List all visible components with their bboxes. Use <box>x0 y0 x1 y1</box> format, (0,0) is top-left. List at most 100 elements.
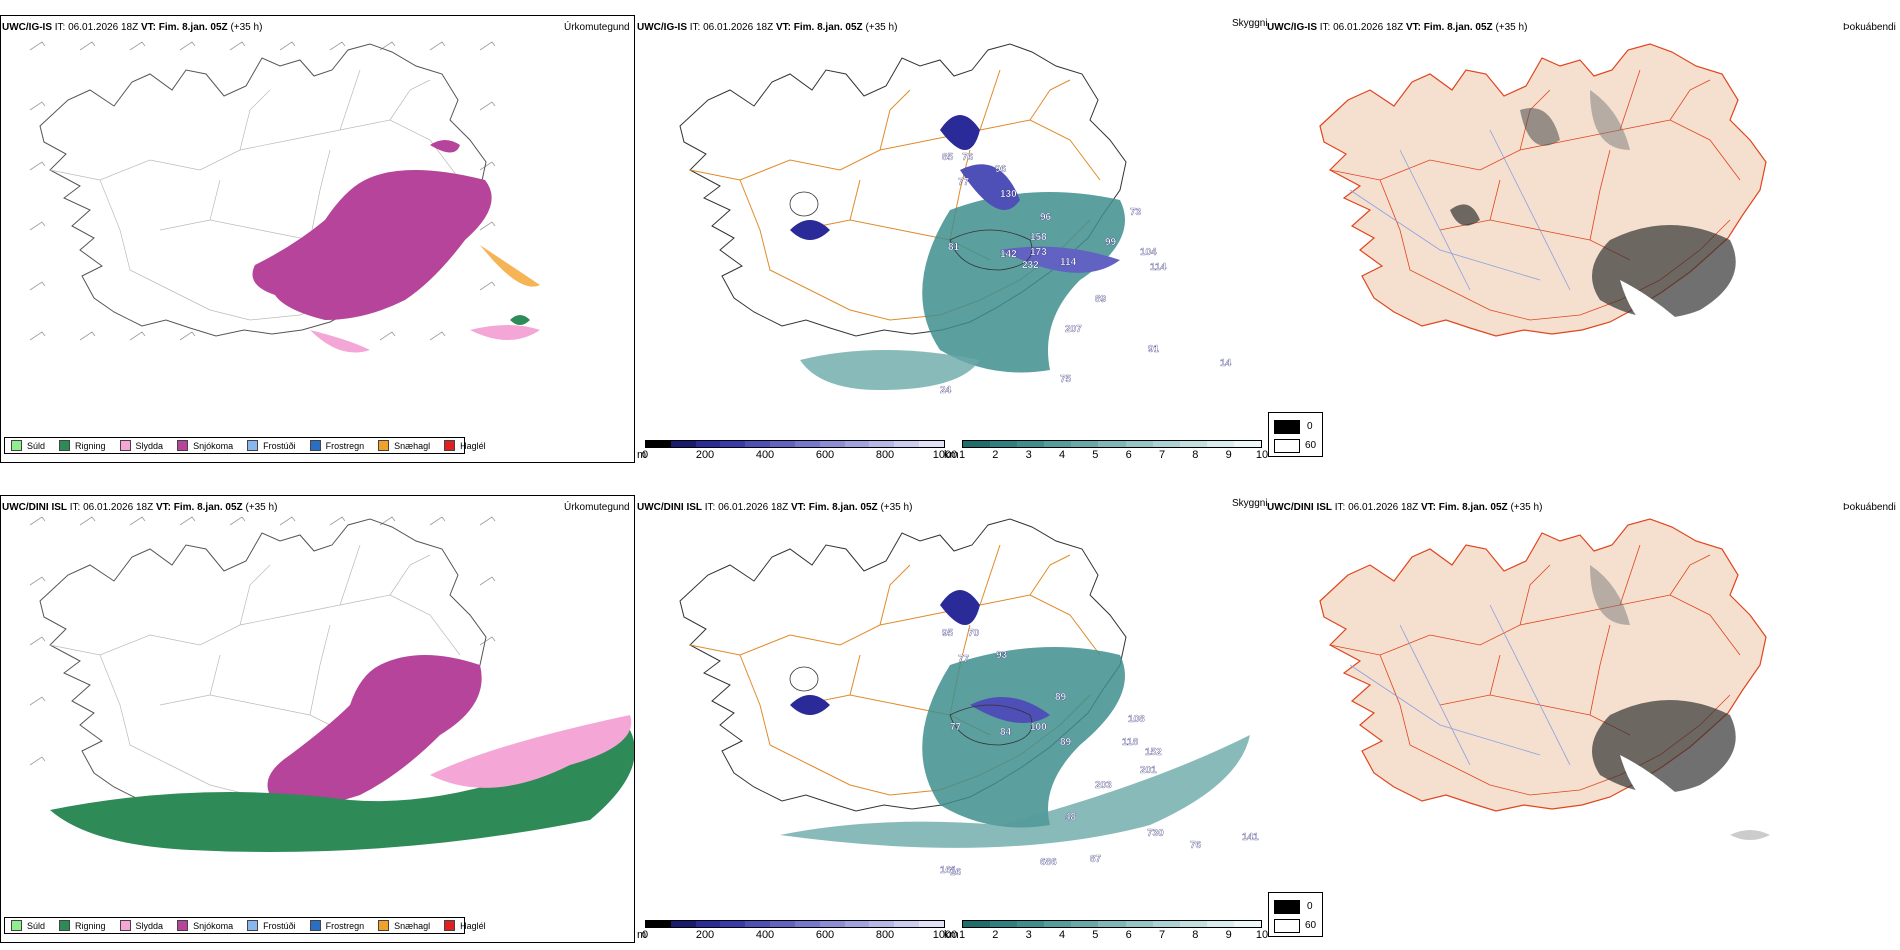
colorbar-step <box>919 441 944 447</box>
colorbar-step <box>1098 441 1126 447</box>
colorbar-step <box>1071 921 1099 927</box>
colorbar-step <box>646 921 671 927</box>
cloud-base-label: 203 <box>1095 780 1112 791</box>
fog-title: Þokuábendi <box>1843 22 1896 33</box>
cloud-base-label: 87 <box>1090 854 1102 865</box>
cloud-base-label: 161 <box>940 865 957 876</box>
colorbar-step <box>1179 921 1207 927</box>
colorbar-step <box>1233 441 1262 447</box>
cloud-base-labels-bottom: 95 70 77 93 89 77 84 100 89 108 118 152 201 203 48 730 7… <box>940 628 1259 878</box>
colorbar-step <box>670 921 696 927</box>
cloud-base-label: 16 <box>950 867 962 878</box>
colorbar-step <box>894 921 920 927</box>
snow-area <box>252 170 492 320</box>
legend-item: Frostregn <box>309 440 364 451</box>
header-vis-top: UWC/IG-IS IT: 06.01.2026 18Z VT: Fim. 8.… <box>637 22 898 33</box>
cloud-ticks: 0 200 400 600 800 1000 <box>641 449 957 463</box>
cloud-base-label: 201 <box>1140 765 1157 776</box>
vis-ticks: 1 2 3 4 5 6 7 8 9 10 <box>958 449 1268 463</box>
colorbar-tick: 0 <box>641 449 649 461</box>
colorbar-tick: 3 <box>1025 929 1032 941</box>
colorbar-step <box>794 921 820 927</box>
colorbar-step <box>646 441 671 447</box>
legend-item: Snæhagl <box>378 920 430 931</box>
cloud-base-label: 207 <box>1065 324 1082 335</box>
colorbar-tick: 7 <box>1158 449 1166 461</box>
colorbar-tick: 5 <box>1092 929 1099 941</box>
cloud-base-label: 93 <box>996 650 1008 661</box>
visibility-colorbar-2 <box>962 920 1262 928</box>
legend-item: Súld <box>11 920 45 931</box>
cloud-base-label: 89 <box>1055 692 1067 703</box>
colorbar-tick: 1 <box>958 449 966 461</box>
vis-unit: km <box>944 449 959 461</box>
colorbar-tick: 200 <box>695 929 715 941</box>
colorbar-step <box>794 441 820 447</box>
legend-item: Frostúði <box>247 920 296 931</box>
vis-unit-2: km <box>944 929 959 941</box>
cloud-base-label: 70 <box>968 628 980 639</box>
cloud-base-label: 76 <box>1190 840 1202 851</box>
colorbar-step <box>1152 441 1180 447</box>
legend-item: Slydda <box>119 440 163 451</box>
colorbar-tick: 800 <box>875 929 895 941</box>
colorbar-tick: 4 <box>1058 929 1066 941</box>
cloud-base-label: 77 <box>958 654 970 665</box>
legend-item: Snjókoma <box>177 920 233 931</box>
cloud-base-label: 85 <box>942 152 954 163</box>
colorbar-step <box>1206 921 1234 927</box>
cloud-base-label: 81 <box>948 242 960 253</box>
cloud-unit-2: m <box>637 929 647 941</box>
cloud-base-label: 77 <box>950 722 962 733</box>
colorbar-step <box>1233 921 1262 927</box>
wind-barbs-2 <box>29 516 496 766</box>
cloud-unit: m <box>637 449 647 461</box>
colorbar-tick: 9 <box>1225 929 1232 941</box>
colorbar-step <box>1044 441 1072 447</box>
legend-item: Frostúði <box>247 440 296 451</box>
colorbar-step <box>720 441 746 447</box>
colorbar-step <box>1017 921 1045 927</box>
colorbar-tick: 1000 <box>932 449 958 461</box>
legend-item: Frostregn <box>309 920 364 931</box>
vis-ticks-2: 1 2 3 4 5 6 7 8 9 10 <box>958 929 1268 943</box>
colorbar-step <box>1206 441 1234 447</box>
cloud-base-label: 173 <box>1030 247 1047 258</box>
colorbar-step <box>819 921 845 927</box>
cloud-base-label: 104 <box>1140 247 1157 258</box>
legend-item: Súld <box>11 440 45 451</box>
legend-item: Rigning <box>59 440 106 451</box>
cloud-base-labels-top: 85 76 96 77 130 81 142 158 173 232 114 96 99 73 104 114… <box>940 152 1232 396</box>
precip-legend-top: Súld Rigning Slydda Snjókoma Frostúði Fr… <box>4 437 486 454</box>
colorbar-step <box>869 921 895 927</box>
header-precip-bottom: UWC/DINI ISL IT: 06.01.2026 18Z VT: Fim.… <box>2 502 278 513</box>
colorbar-tick: 2 <box>992 449 999 461</box>
colorbar-tick: 1 <box>958 929 966 941</box>
colorbar-tick: 400 <box>755 929 775 941</box>
colorbar-step <box>695 441 721 447</box>
precip-title-2: Úrkomutegund <box>564 502 630 513</box>
colorbar-tick: 600 <box>815 449 835 461</box>
colorbar-step <box>963 921 991 927</box>
visibility-colorbar <box>962 440 1262 448</box>
cloud-base-label: 100 <box>1030 722 1047 733</box>
cloud-base-label: 77 <box>958 177 970 188</box>
colorbar-step <box>770 921 795 927</box>
visibility-title-2: Skyggni <box>1232 498 1268 509</box>
colorbar-tick: 10 <box>1255 449 1269 461</box>
colorbar-step <box>844 921 870 927</box>
colorbar-tick: 200 <box>695 449 715 461</box>
legend-item: Slydda <box>119 920 163 931</box>
cloud-base-label: 730 <box>1147 828 1164 839</box>
cloud-base-label: 89 <box>1060 737 1072 748</box>
colorbar-step <box>1098 921 1126 927</box>
cloud-base-label: 89 <box>1095 294 1107 305</box>
colorbar-tick: 8 <box>1192 929 1199 941</box>
colorbar-step <box>1017 441 1045 447</box>
visibility-title: Skyggni <box>1232 18 1268 29</box>
colorbar-step <box>745 921 771 927</box>
colorbar-step <box>894 441 920 447</box>
cloud-base-label: 95 <box>942 628 954 639</box>
colorbar-step <box>844 441 870 447</box>
